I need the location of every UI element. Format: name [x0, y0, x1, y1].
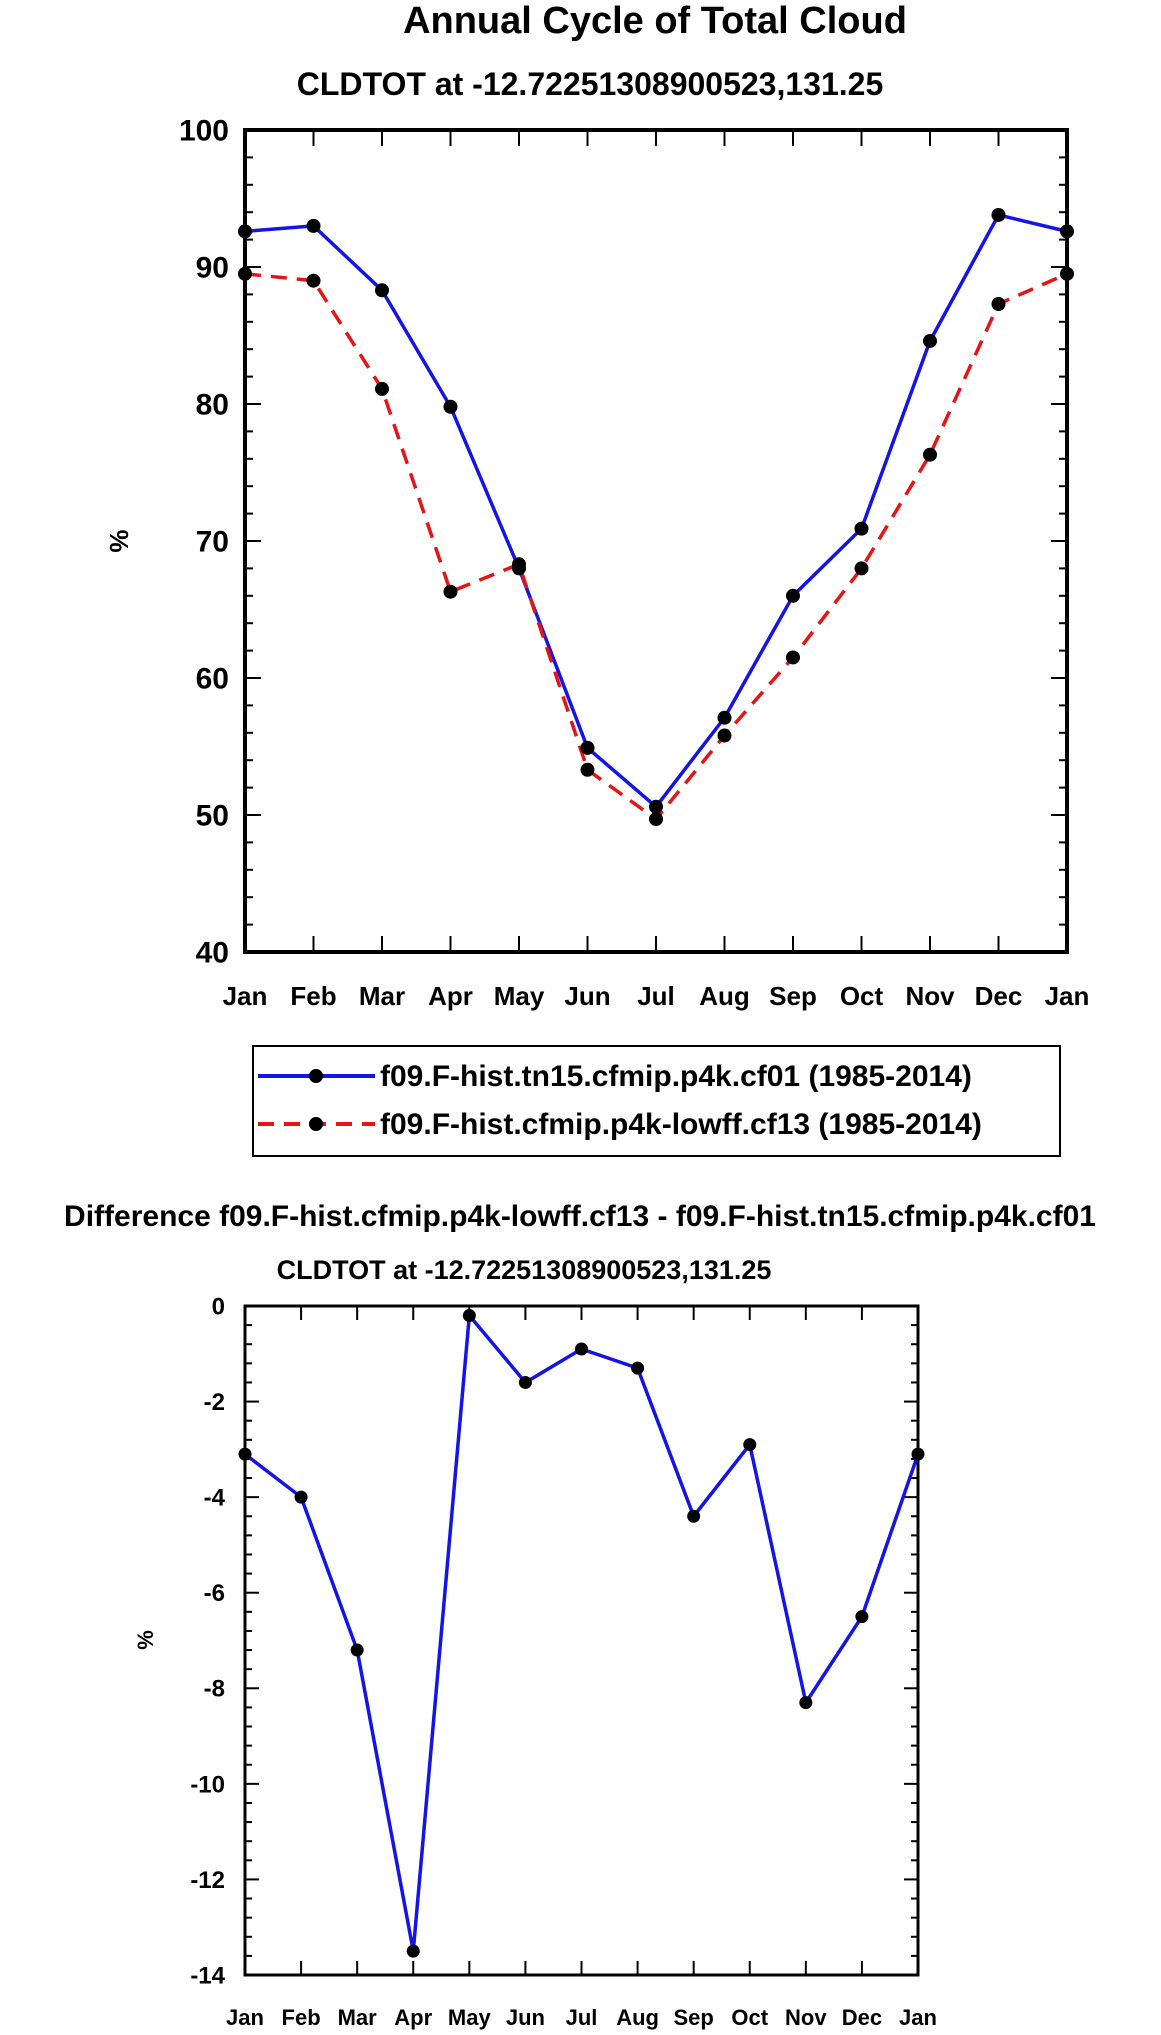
- chart2-series-1-point: [743, 1438, 757, 1452]
- chart1-series-1-point: [580, 740, 595, 755]
- chart1-plot-area: 40 50 60 70 80 90 100 Jan Feb Mar Apr May Jun Jul Aug S…: [179, 115, 1089, 1012]
- chart2-series-1-point: [855, 1610, 869, 1624]
- legend-label-series-1: f09.F-hist.tn15.cfmip.p4k.cf01 (1985-201…: [380, 1060, 972, 1093]
- chart1-series-1-point: [854, 521, 869, 536]
- chart2-ytick-label: -8: [204, 1676, 225, 1703]
- chart1-series-2-point: [238, 266, 252, 281]
- chart2-xtick-label: Jan: [226, 2005, 264, 2030]
- chart2-ytick-label: -2: [204, 1389, 225, 1416]
- chart1-series-2-point: [717, 728, 732, 743]
- chart2-xtick-label: Jun: [506, 2005, 545, 2030]
- chart2-series-1-point: [294, 1490, 308, 1504]
- chart1-ytick-label: 70: [196, 526, 229, 559]
- chart1-xtick-label: Jan: [1045, 981, 1090, 1011]
- chart1-series-2-point: [991, 296, 1006, 311]
- chart2-series-1-point: [350, 1643, 364, 1657]
- chart2-ytick-label: -12: [190, 1867, 225, 1894]
- legend-box: [252, 1045, 1061, 1157]
- chart2-title: Difference f09.F-hist.cfmip.p4k-lowff.cf…: [64, 1200, 1096, 1233]
- chart2-series-1-point: [631, 1361, 645, 1375]
- chart1-xtick-label: Nov: [905, 981, 955, 1011]
- chart2-series-1-point: [575, 1342, 588, 1356]
- chart2-xtick-label: Jul: [566, 2005, 598, 2030]
- chart2-xtick-label: Dec: [842, 2005, 882, 2030]
- chart2-subtitle: CLDTOT at -12.72251308900523,131.25: [277, 1255, 772, 1285]
- chart2-xtick-label: Apr: [394, 2005, 432, 2030]
- chart1-series-1-point: [375, 283, 389, 298]
- chart1-subtitle: CLDTOT at -12.72251308900523,131.25: [297, 66, 883, 102]
- chart1-series-2-point: [306, 273, 321, 288]
- chart2-series-1-point: [462, 1309, 476, 1323]
- chart1-xtick-label: Dec: [975, 981, 1023, 1011]
- chart1-series-1-point: [306, 218, 321, 233]
- chart2-frame: [243, 1304, 920, 1977]
- chart1-series-1-point: [786, 588, 800, 603]
- chart2-series-1-point: [911, 1447, 925, 1461]
- chart2-series-1-point: [238, 1447, 252, 1461]
- chart1-series-1-line: [244, 213, 1068, 809]
- chart1-series-1-point: [649, 799, 663, 814]
- chart1-xtick-label: Mar: [359, 981, 405, 1011]
- chart1-ytick-label: 50: [196, 800, 229, 833]
- chart2-xtick-label: Sep: [673, 2005, 713, 2030]
- chart1-series-1-point: [1060, 224, 1074, 239]
- legend-marker-series-2: [309, 1117, 323, 1131]
- chart1-series-2-point: [512, 557, 526, 572]
- chart2-ytick-label: -4: [204, 1485, 226, 1512]
- chart2-xtick-label: Oct: [731, 2005, 768, 2030]
- chart1-series-2-point: [649, 812, 663, 827]
- chart2-ytick-label: 0: [212, 1293, 225, 1320]
- chart1-series-2-point: [375, 381, 389, 396]
- chart2-xtick-label: Jan: [899, 2005, 937, 2030]
- chart1-xtick-label: Apr: [428, 981, 473, 1011]
- chart1-xtick-label: May: [494, 981, 545, 1011]
- chart2-ytick-label: -10: [190, 1771, 225, 1798]
- chart2-series-1-line: [243, 1313, 920, 1953]
- chart1-series-2-point: [923, 447, 937, 462]
- chart1-ytick-label: 100: [179, 115, 229, 148]
- chart1-series-1-point: [443, 399, 458, 414]
- chart1-xtick-label: Jul: [637, 981, 675, 1011]
- chart1-ylabel: %: [104, 529, 134, 552]
- chart1-series-2-point: [1060, 266, 1074, 281]
- chart2-ytick-label: -14: [190, 1962, 225, 1989]
- chart2-ylabel: %: [133, 1630, 158, 1650]
- chart2-xtick-label: Nov: [785, 2005, 827, 2030]
- chart1-series-2-line: [244, 272, 1068, 821]
- chart2-series-1-point: [406, 1944, 420, 1958]
- chart1-xtick-label: Sep: [769, 981, 817, 1011]
- chart1-ytick-label: 90: [196, 252, 229, 285]
- chart1-ytick-label: 40: [196, 937, 229, 970]
- chart2-series-1-point: [799, 1696, 813, 1710]
- chart1-series-1-point: [923, 333, 937, 348]
- chart1-xtick-label: Feb: [290, 981, 336, 1011]
- chart1-ytick-label: 80: [196, 389, 229, 422]
- chart2-plot-area: -14 -12 -10 -8 -6 -4 -2 0 Jan Feb Mar Apr May Jun Jul A…: [190, 1293, 937, 2030]
- chart1-xtick-label: Aug: [699, 981, 750, 1011]
- chart2-xtick-label: Aug: [616, 2005, 659, 2030]
- chart1-xtick-label: Jan: [223, 981, 268, 1011]
- chart1-frame: [243, 128, 1069, 954]
- chart1-title: Annual Cycle of Total Cloud: [403, 0, 907, 42]
- chart2-series-1-point: [687, 1509, 701, 1523]
- chart2-xtick-label: Mar: [338, 2005, 378, 2030]
- chart1-series-1-point: [238, 224, 252, 239]
- chart2-xtick-label: May: [448, 2005, 492, 2030]
- chart2-xtick-label: Feb: [282, 2005, 321, 2030]
- legend-marker-series-1: [309, 1069, 323, 1083]
- legend-label-series-2: f09.F-hist.cfmip.p4k-lowff.cf13 (1985-20…: [380, 1108, 982, 1141]
- chart1-series-2-point: [786, 650, 800, 665]
- chart1-series-2-point: [443, 584, 458, 599]
- chart2-ytick-label: -6: [204, 1580, 225, 1607]
- chart1-series-2-point: [580, 762, 595, 777]
- chart1-series-1-point: [991, 207, 1006, 222]
- chart1-xtick-label: Oct: [840, 981, 884, 1011]
- chart2-series-1-point: [518, 1375, 532, 1389]
- chart1-series-1-point: [717, 710, 732, 725]
- chart1-xtick-label: Jun: [564, 981, 610, 1011]
- chart1-series-2-point: [854, 561, 869, 576]
- chart1-ytick-label: 60: [196, 663, 229, 696]
- chart1-legend: f09.F-hist.tn15.cfmip.p4k.cf01 (1985-201…: [252, 1045, 1061, 1157]
